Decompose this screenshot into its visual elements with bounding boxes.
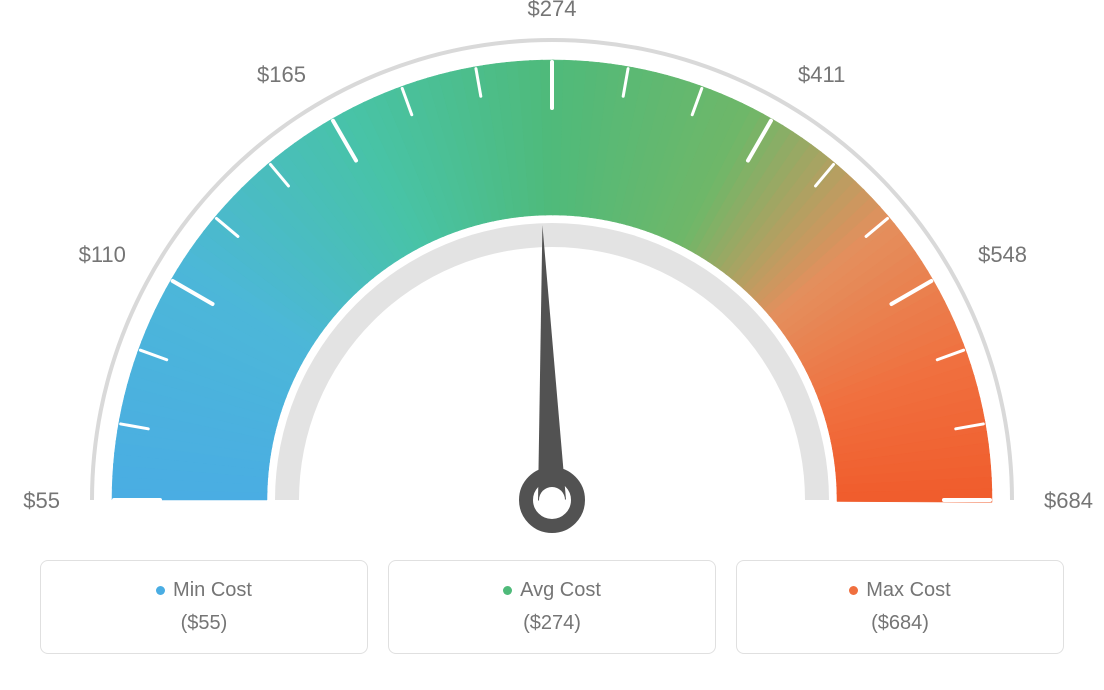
svg-text:$165: $165 [257, 62, 306, 87]
legend-value-avg: ($274) [399, 612, 705, 635]
legend-title-avg: Avg Cost [503, 579, 601, 602]
legend-row: Min Cost ($55) Avg Cost ($274) Max Cost … [0, 560, 1104, 654]
legend-label-min: Min Cost [173, 579, 252, 602]
legend-card-max: Max Cost ($684) [736, 560, 1064, 654]
gauge-chart: $55 $110 $165 $274 $411 $548 $684 [0, 0, 1104, 560]
gauge-svg: $55 $110 $165 $274 $411 $548 $684 [0, 0, 1104, 560]
legend-dot-avg [503, 586, 512, 595]
legend-title-max: Max Cost [849, 579, 950, 602]
legend-dot-min [156, 586, 165, 595]
legend-label-avg: Avg Cost [520, 579, 601, 602]
legend-dot-max [849, 586, 858, 595]
svg-text:$274: $274 [528, 0, 577, 21]
legend-value-min: ($55) [51, 612, 357, 635]
legend-title-min: Min Cost [156, 579, 252, 602]
legend-label-max: Max Cost [866, 579, 950, 602]
svg-text:$55: $55 [23, 488, 60, 513]
svg-text:$684: $684 [1044, 488, 1093, 513]
legend-card-avg: Avg Cost ($274) [388, 560, 716, 654]
svg-text:$411: $411 [798, 62, 845, 87]
legend-card-min: Min Cost ($55) [40, 560, 368, 654]
svg-text:$548: $548 [978, 242, 1027, 267]
svg-text:$110: $110 [79, 242, 126, 267]
legend-value-max: ($684) [747, 612, 1053, 635]
